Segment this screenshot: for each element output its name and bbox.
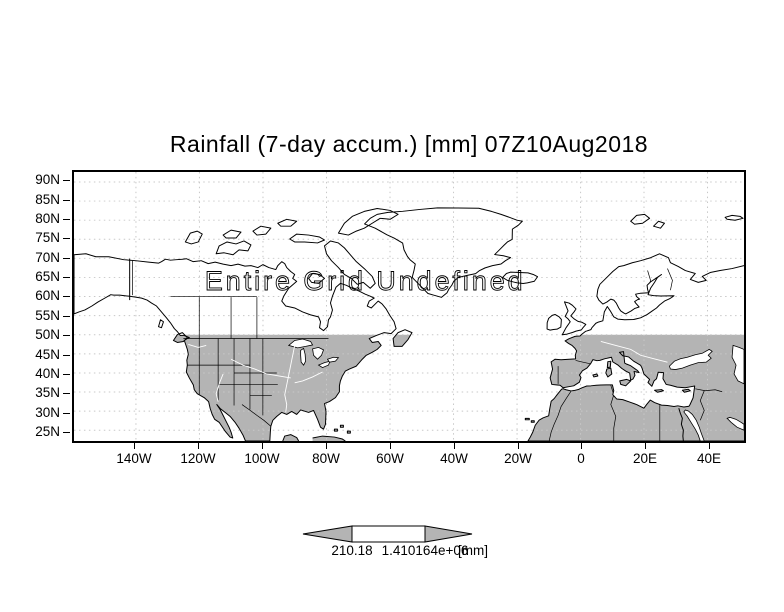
coastlines (74, 207, 744, 441)
lakes-and-seas (287, 338, 744, 441)
lat-label: 50N (16, 326, 70, 344)
overlay-message: Entire Grid Undefined (205, 266, 526, 296)
political-borders (132, 260, 723, 441)
lat-label: 90N (16, 171, 70, 189)
map-frame: Entire Grid Undefined (72, 170, 746, 443)
lat-label: 65N (16, 268, 70, 286)
lat-label: 85N (16, 191, 70, 209)
lat-label: 55N (16, 307, 70, 325)
lon-label: 60W (360, 443, 420, 468)
lon-label: 40W (424, 443, 484, 468)
lat-label: 30N (16, 404, 70, 422)
colorbar (302, 525, 473, 543)
colorbar-right-arrow (424, 525, 473, 543)
lat-label: 75N (16, 229, 70, 247)
gridlines (74, 172, 744, 441)
lon-label: 0 (551, 443, 611, 468)
lon-label: 20W (488, 443, 548, 468)
colorbar-left-arrow (302, 525, 353, 543)
colorbar-units: [mm] (458, 543, 488, 558)
lon-label: 100W (232, 443, 292, 468)
plot-title: Rainfall (7-day accum.) [mm] 07Z10Aug201… (169, 131, 649, 157)
lat-label: 70N (16, 249, 70, 267)
lat-label: 25N (16, 423, 70, 441)
lat-label: 60N (16, 287, 70, 305)
rivers (188, 341, 668, 413)
map-canvas: Entire Grid Undefined (74, 172, 744, 441)
colorbar-mid-segment (351, 525, 426, 543)
lon-label: 120W (168, 443, 228, 468)
lon-label: 140W (104, 443, 164, 468)
lon-label: 20E (615, 443, 675, 468)
lon-label: 40E (679, 443, 739, 468)
lon-label: 80W (296, 443, 356, 468)
colorbar-left-value: 210.18 (331, 543, 373, 558)
colorbar-right-value: 1.410164e+06 (381, 543, 469, 558)
lat-label: 40N (16, 365, 70, 383)
lat-label: 35N (16, 384, 70, 402)
lat-label: 45N (16, 346, 70, 364)
lat-label: 80N (16, 210, 70, 228)
